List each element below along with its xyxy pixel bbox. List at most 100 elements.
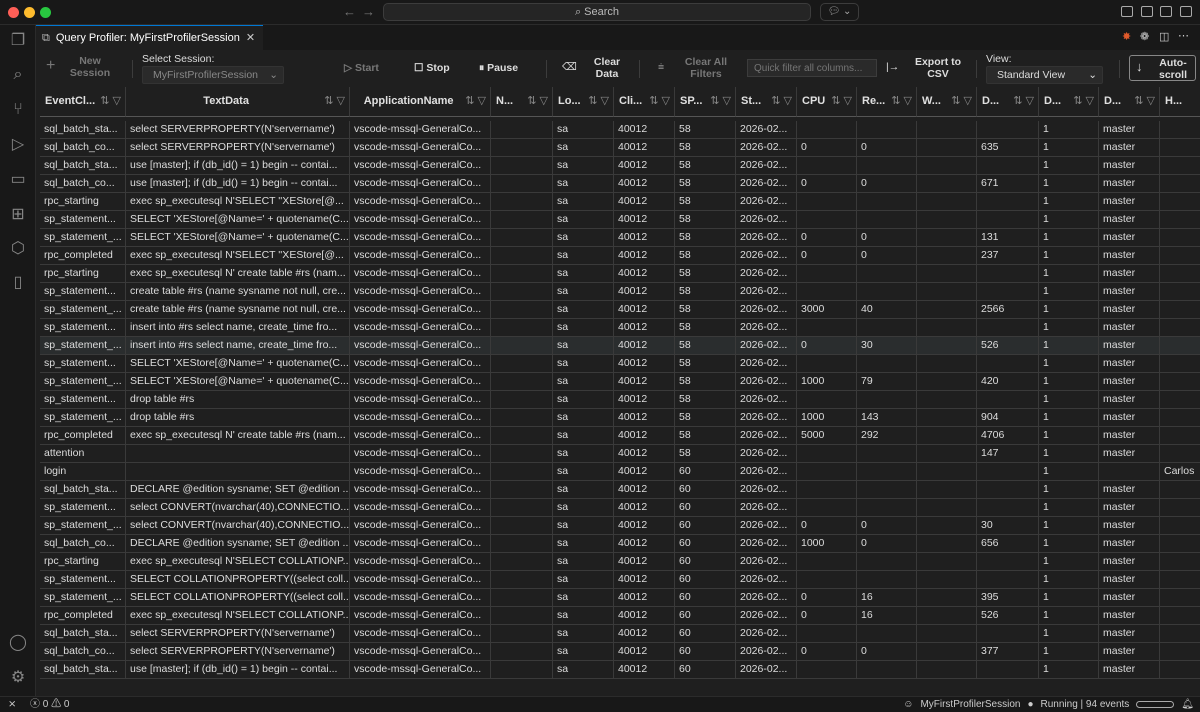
column-header[interactable]: D... ⇅ ▽ [1039, 87, 1099, 117]
settings-gear-icon[interactable]: ⚙ [10, 669, 26, 686]
column-header[interactable]: Re... ⇅ ▽ [857, 87, 917, 117]
table-cell [491, 499, 553, 517]
table-row[interactable] [40, 337, 1200, 355]
table-cell: vscode-mssql-GeneralCo... [350, 589, 491, 607]
extensions-icon[interactable]: ⊞ [11, 206, 25, 223]
column-header[interactable]: ApplicationName ⇅ ▽ [350, 87, 491, 117]
table-cell [917, 517, 977, 535]
session-select[interactable]: MyFirstProfilerSession ⌄ [142, 66, 284, 84]
column-header-label: St... [741, 95, 762, 107]
table-cell: sa [553, 571, 614, 589]
customize-layout-icon[interactable] [1121, 6, 1133, 17]
more-actions-icon[interactable]: ⋯ [1178, 30, 1189, 42]
table-cell: master [1099, 247, 1160, 265]
autoscroll-toggle[interactable]: ↓ Auto-scroll [1129, 55, 1196, 81]
table-cell: 40012 [614, 319, 675, 337]
search-icon[interactable]: ⌕ [13, 66, 23, 83]
column-header-label: ApplicationName [363, 95, 454, 107]
remote-icon[interactable]: ⨯ [8, 699, 17, 710]
column-header[interactable]: St... ⇅ ▽ [736, 87, 797, 117]
table-cell: vscode-mssql-GeneralCo... [350, 265, 491, 283]
table-cell [491, 535, 553, 553]
clear-filter-icon: ⩧ [658, 61, 665, 73]
table-cell: 40012 [614, 445, 675, 463]
forward-arrow-icon[interactable]: → [362, 4, 375, 19]
ai-assistant-icon[interactable]: ❁ [1140, 31, 1150, 43]
minimize-window-button[interactable] [24, 7, 35, 18]
split-editor-icon[interactable]: ◫ [1159, 31, 1170, 43]
table-cell [491, 643, 553, 661]
command-search[interactable]: ⌕ Search [383, 3, 811, 21]
sort-filter-icon[interactable]: ⇅ ▽ [527, 95, 548, 107]
account-icon[interactable]: ◯ [9, 634, 27, 651]
sort-filter-icon[interactable]: ⇅ ▽ [771, 95, 792, 107]
sort-filter-icon[interactable]: ⇅ ▽ [710, 95, 731, 107]
export-csv-button[interactable]: |→ Export to CSV [886, 56, 962, 80]
sort-filter-icon[interactable]: ⇅ ▽ [1013, 95, 1034, 107]
table-cell: 58 [675, 355, 736, 373]
quick-filter-input[interactable] [747, 59, 877, 77]
column-header-label: D... [1044, 95, 1062, 107]
table-cell: 40012 [614, 607, 675, 625]
sort-filter-icon[interactable]: ⇅ ▽ [649, 95, 670, 107]
source-control-icon[interactable]: ⑂ [13, 101, 23, 118]
table-cell: vscode-mssql-GeneralCo... [350, 337, 491, 355]
sort-filter-icon[interactable]: ⇅ ▽ [324, 95, 345, 107]
table-cell: master [1099, 373, 1160, 391]
column-header[interactable]: CPU ⇅ ▽ [797, 87, 857, 117]
column-header[interactable]: D... ⇅ ▽ [1099, 87, 1160, 117]
sort-filter-icon[interactable]: ⇅ ▽ [1073, 95, 1094, 107]
column-header[interactable]: Cli... ⇅ ▽ [614, 87, 675, 117]
sort-filter-icon[interactable]: ⇅ ▽ [891, 95, 912, 107]
stop-button[interactable]: ☐ Stop [414, 62, 450, 74]
table-cell: 2026-02... [736, 463, 797, 481]
tab-query-profiler[interactable]: ⧉ Query Profiler: MyFirstProfilerSession… [36, 25, 264, 50]
column-header[interactable]: D... ⇅ ▽ [977, 87, 1039, 117]
column-header[interactable]: H...⇅ ▽ [1160, 87, 1200, 117]
sort-filter-icon[interactable]: ⇅ ▽ [1134, 95, 1155, 107]
back-arrow-icon[interactable]: ← [343, 4, 356, 19]
table-cell: 58 [675, 283, 736, 301]
column-header[interactable]: EventCl... ⇅ ▽ [40, 87, 126, 117]
maximize-window-button[interactable] [40, 7, 51, 18]
explorer-icon[interactable]: ❐ [10, 32, 26, 49]
toggle-secondary-sidebar-icon[interactable] [1180, 6, 1192, 17]
column-header[interactable]: Lo... ⇅ ▽ [553, 87, 614, 117]
new-session-button[interactable]: + New Session [46, 55, 111, 79]
table-cell: vscode-mssql-GeneralCo... [350, 607, 491, 625]
table-cell: use [master]; if (db_id() = 1) begin -- … [126, 661, 350, 679]
sort-filter-icon[interactable]: ⇅ ▽ [951, 95, 972, 107]
bug-icon[interactable]: ✸ [1122, 31, 1132, 43]
run-debug-icon[interactable]: ▷ [11, 136, 25, 153]
table-cell: 40012 [614, 193, 675, 211]
start-button[interactable]: ▷ Start [344, 62, 379, 74]
clear-all-filters-button[interactable]: ⩧ Clear All Filters [658, 56, 728, 80]
toggle-panel-icon[interactable] [1160, 6, 1172, 17]
sort-filter-icon[interactable]: ⇅ ▽ [831, 95, 852, 107]
sort-filter-icon[interactable]: ⇅ ▽ [465, 95, 486, 107]
table-cell: 58 [675, 427, 736, 445]
clear-data-button[interactable]: ⌫ Clear Data [562, 56, 621, 80]
table-cell: 30 [977, 517, 1039, 535]
sort-filter-icon[interactable]: ⇅ ▽ [588, 95, 609, 107]
notebook-icon[interactable]: ▯ [13, 274, 23, 291]
sort-filter-icon[interactable]: ⇅ ▽ [100, 95, 121, 107]
sql-server-icon[interactable]: ⬡ [11, 240, 25, 257]
close-tab-icon[interactable]: ✕ [245, 32, 256, 44]
notifications-bell-icon[interactable]: 🔔︎ [1181, 699, 1194, 710]
table-cell [917, 427, 977, 445]
column-header[interactable]: TextData ⇅ ▽ [126, 87, 350, 117]
problems-indicator[interactable]: ⓧ 0 ⚠ 0 [30, 699, 70, 710]
view-select[interactable]: Standard View ⌄ [986, 66, 1103, 84]
toggle-primary-sidebar-icon[interactable] [1141, 6, 1153, 17]
column-header[interactable]: SP... ⇅ ▽ [675, 87, 736, 117]
column-header[interactable]: W... ⇅ ▽ [917, 87, 977, 117]
table-cell: sa [553, 499, 614, 517]
pause-button[interactable]: ⏸︎ Pause [479, 62, 519, 74]
table-cell: 60 [675, 571, 736, 589]
close-window-button[interactable] [8, 7, 19, 18]
remote-explorer-icon[interactable]: ▭ [10, 171, 26, 188]
column-header[interactable]: N... ⇅ ▽ [491, 87, 553, 117]
copilot-icon[interactable]: ☺ [903, 699, 914, 710]
copilot-chat-button[interactable]: 💬︎ ⌄ [820, 3, 859, 21]
